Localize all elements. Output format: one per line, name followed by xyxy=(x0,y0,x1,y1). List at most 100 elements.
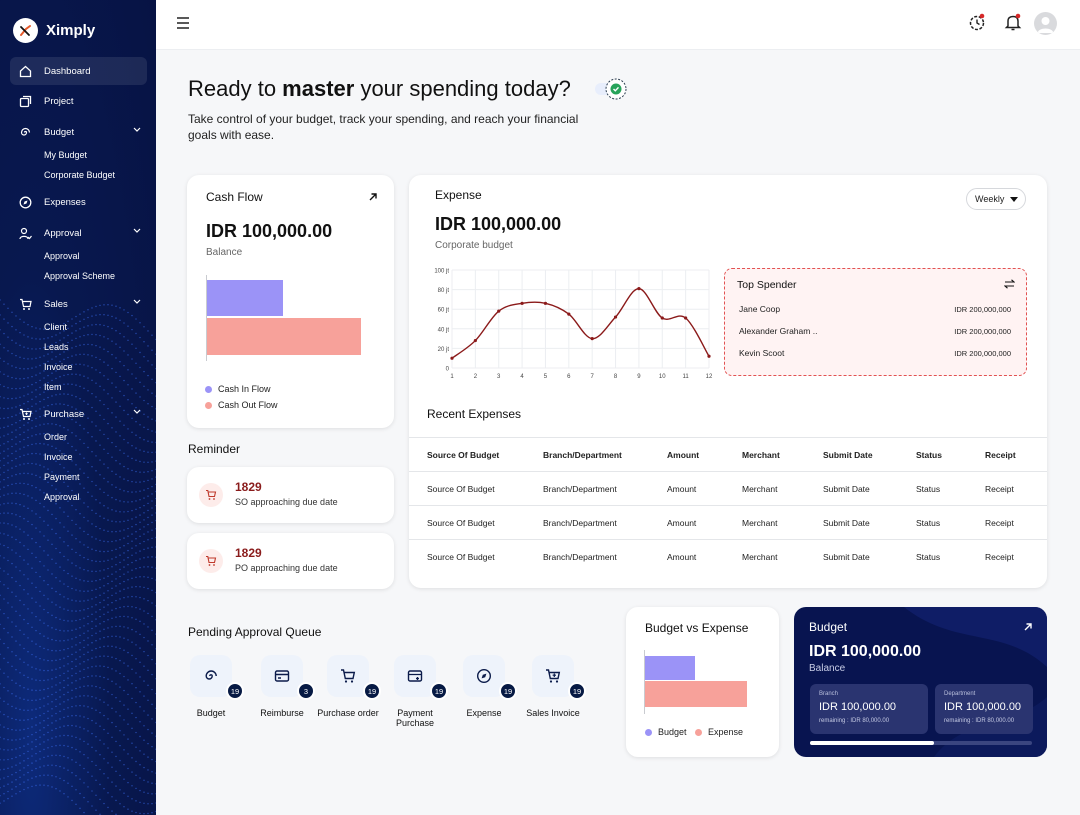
cart-alert-icon xyxy=(199,549,223,573)
table-row[interactable]: Source Of Budget Branch/Department Amoun… xyxy=(409,505,1047,540)
sidebar-subitem-approval-scheme[interactable]: Approval Scheme xyxy=(44,271,116,281)
x-tick-label: 11 xyxy=(683,374,690,380)
x-tick-label: 1 xyxy=(450,374,454,380)
sidebar-item-label: Project xyxy=(44,95,74,107)
sidebar-subitem-client[interactable]: Client xyxy=(44,322,68,332)
queue-count-badge: 19 xyxy=(499,682,517,700)
sidebar-item-label: Dashboard xyxy=(44,65,91,77)
verified-toggle-icon xyxy=(595,78,627,100)
chevron-down-icon[interactable] xyxy=(133,299,141,305)
sidebar-subitem-my-budget[interactable]: My Budget xyxy=(44,150,88,160)
sidebar-item-approval[interactable]: Approval xyxy=(10,219,147,247)
user-check-icon xyxy=(18,226,32,240)
table-cell: Amount xyxy=(667,471,742,506)
budget-card[interactable]: Budget IDR 100,000.00 Balance Branch IDR… xyxy=(794,607,1047,757)
sidebar: Ximply Dashboard Project Budget My Budge… xyxy=(0,0,156,815)
legend-budget: Budget xyxy=(645,727,687,737)
queue-item-label: Sales Invoice xyxy=(526,708,580,718)
department-subcard: Department IDR 100,000.00 remaining : ID… xyxy=(935,684,1033,734)
reminder-item[interactable]: 1829 SO approaching due date xyxy=(187,467,394,523)
bell-icon[interactable] xyxy=(1004,12,1022,32)
y-tick-label: 20 jt xyxy=(438,347,450,353)
x-tick-label: 9 xyxy=(637,374,641,380)
sidebar-item-dashboard[interactable]: Dashboard xyxy=(10,57,147,85)
table-cell: Amount xyxy=(667,505,742,540)
chevron-down-icon[interactable] xyxy=(133,228,141,234)
arrow-up-right-icon[interactable] xyxy=(1023,622,1033,632)
sidebar-item-purchase[interactable]: Purchase xyxy=(10,400,147,428)
queue-icon-box: 19 xyxy=(190,655,244,700)
arrow-up-right-icon[interactable] xyxy=(368,192,378,202)
legend-label: Expense xyxy=(708,727,744,737)
column-header: Status xyxy=(916,437,985,472)
cart-icon xyxy=(18,297,32,311)
queue-item-label: Budget xyxy=(196,708,226,718)
compass-icon xyxy=(476,668,492,684)
budget-vs-expense-card: Budget vs Expense Budget Expense xyxy=(626,607,779,757)
activity-clock-icon[interactable] xyxy=(968,12,986,32)
sidebar-subitem-leads[interactable]: Leads xyxy=(44,342,69,352)
table-cell: Status xyxy=(916,471,985,506)
legend-label: Cash Out Flow xyxy=(218,400,278,410)
menu-icon[interactable] xyxy=(176,17,190,29)
data-point xyxy=(637,287,641,291)
queue-item-label: Reimburse xyxy=(260,708,304,718)
table-cell: Receipt xyxy=(985,551,1014,562)
queue-item-budget[interactable]: 19 Budget xyxy=(173,655,249,718)
expense-bar xyxy=(645,681,747,707)
budget-progress-fill xyxy=(810,741,935,745)
swap-icon[interactable] xyxy=(1004,279,1015,289)
subcard-remaining: remaining : IDR 80,000.00 xyxy=(819,718,890,724)
sidebar-subitem-invoice[interactable]: Invoice xyxy=(44,362,73,372)
queue-item-payment-purchase[interactable]: 19 Payment Purchase xyxy=(377,655,453,728)
queue-icon-box: 19 xyxy=(463,655,517,700)
x-tick-label: 12 xyxy=(706,374,713,380)
x-tick-label: 3 xyxy=(497,374,501,380)
reminder-text: PO approaching due date xyxy=(235,563,338,573)
sidebar-item-expenses[interactable]: Expenses xyxy=(10,188,147,216)
sidebar-subitem-item[interactable]: Item xyxy=(44,382,62,392)
sidebar-subitem-purchase-invoice[interactable]: Invoice xyxy=(44,452,73,462)
queue-item-purchase-order[interactable]: 19 Purchase order xyxy=(310,655,386,718)
table-cell: Amount xyxy=(667,551,697,562)
legend-cash-in: Cash In Flow xyxy=(205,384,271,394)
expense-series-line xyxy=(451,287,710,359)
sidebar-subitem-payment[interactable]: Payment xyxy=(44,472,80,482)
sidebar-item-project[interactable]: Project xyxy=(10,87,147,115)
sidebar-subitem-approval[interactable]: Approval xyxy=(44,251,80,261)
queue-item-expense[interactable]: 19 Expense xyxy=(446,655,522,718)
legend-dot xyxy=(695,728,702,736)
avatar[interactable] xyxy=(1034,12,1057,35)
subcard-amount: IDR 100,000.00 xyxy=(944,701,1022,713)
table-cell: Branch/Department xyxy=(543,551,617,562)
data-point xyxy=(684,316,688,320)
table-row[interactable]: Source Of Budget Branch/Department Amoun… xyxy=(409,540,1047,574)
queue-item-sales-invoice[interactable]: 19 Sales Invoice xyxy=(515,655,591,718)
queue-item-reimburse[interactable]: 3 Reimburse xyxy=(244,655,320,718)
reminder-item[interactable]: 1829 PO approaching due date xyxy=(187,533,394,589)
page-subtitle: Take control of your budget, track your … xyxy=(188,112,579,142)
legend-label: Cash In Flow xyxy=(218,384,271,394)
chevron-down-icon[interactable] xyxy=(133,127,141,133)
caret-down-icon xyxy=(1010,197,1018,202)
table-row[interactable]: Source Of Budget Branch/Department Amoun… xyxy=(409,471,1047,506)
chevron-down-icon[interactable] xyxy=(133,409,141,415)
brand[interactable]: Ximply xyxy=(13,18,95,43)
sidebar-subitem-corporate-budget[interactable]: Corporate Budget xyxy=(44,170,116,180)
table-cell: Receipt xyxy=(985,505,1047,540)
budget-progress-track xyxy=(810,741,1032,745)
subcard-amount: IDR 100,000.00 xyxy=(819,701,897,713)
sidebar-subitem-order[interactable]: Order xyxy=(44,432,68,442)
sidebar-item-sales[interactable]: Sales xyxy=(10,290,147,318)
queue-count-badge: 19 xyxy=(568,682,586,700)
x-tick-label: 8 xyxy=(614,374,618,380)
sidebar-item-budget[interactable]: Budget xyxy=(10,118,147,146)
sidebar-item-label: Approval xyxy=(44,227,82,239)
period-select[interactable]: Weekly xyxy=(966,188,1026,210)
column-header: Receipt xyxy=(985,437,1047,472)
column-header: Merchant xyxy=(742,437,823,472)
top-spender-title: Top Spender xyxy=(737,279,797,291)
cash-in-bar xyxy=(207,280,283,316)
y-tick-label: 40 jt xyxy=(438,327,450,333)
sidebar-subitem-purchase-approval[interactable]: Approval xyxy=(44,492,80,502)
